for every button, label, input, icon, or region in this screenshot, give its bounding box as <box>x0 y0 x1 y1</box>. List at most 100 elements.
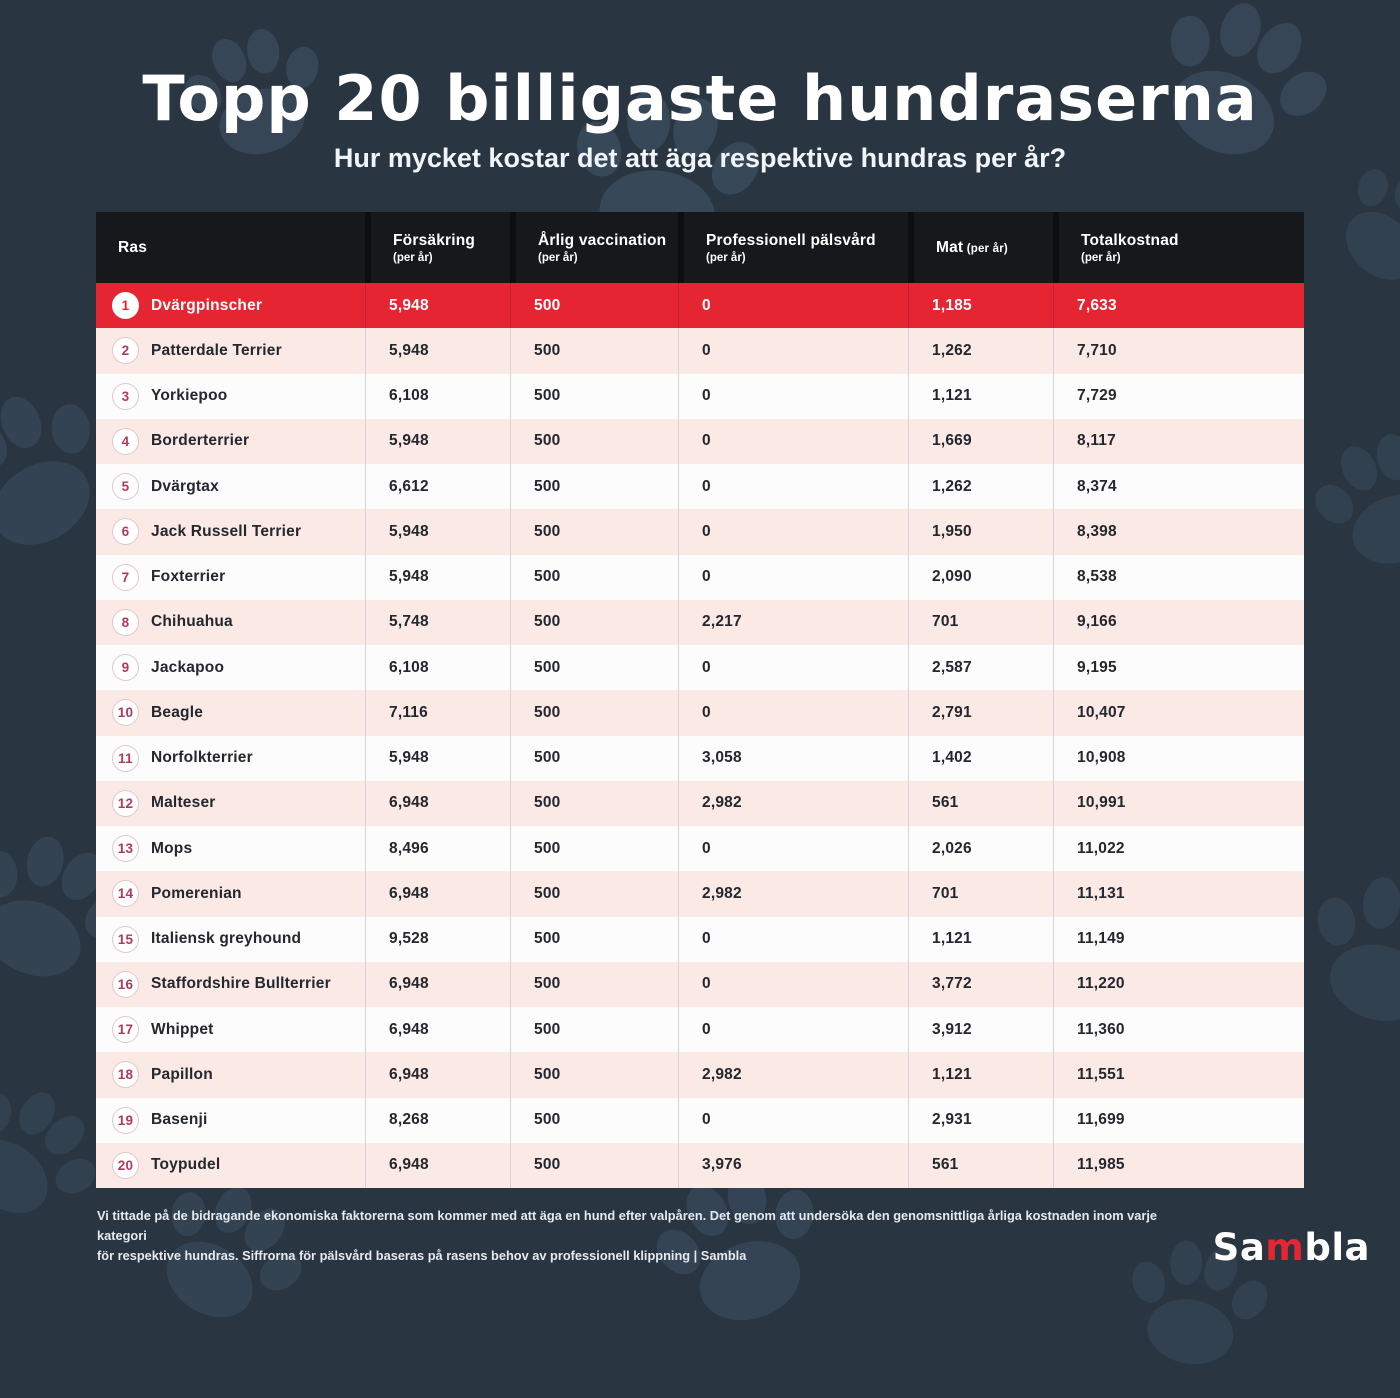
food-cell: 2,931 <box>908 1097 1053 1143</box>
breed-cell: 4 Borderterrier <box>96 419 365 464</box>
food-cell: 561 <box>908 780 1053 826</box>
insurance-cell: 8,268 <box>365 1097 510 1143</box>
breed-name: Italiensk greyhound <box>151 930 302 948</box>
table-row: 11 Norfolkterrier 5,948 500 3,058 1,402 10,908 <box>96 735 1304 781</box>
grooming-cell: 0 <box>678 373 908 419</box>
breed-name: Foxterrier <box>151 568 226 586</box>
insurance-cell: 6,108 <box>365 645 510 691</box>
insurance-cell: 5,948 <box>365 554 510 600</box>
grooming-cell: 0 <box>678 961 908 1007</box>
table-row: 10 Beagle 7,116 500 0 2,791 10,407 <box>96 690 1304 736</box>
breed-cell: 9 Jackapoo <box>96 645 365 690</box>
logo-accent: m <box>1265 1226 1305 1269</box>
breed-cell: 16 Staffordshire Bullterrier <box>96 962 365 1007</box>
cost-table: Ras Försäkring (per år) Årlig vaccination … <box>96 212 1304 1188</box>
insurance-cell: 6,948 <box>365 780 510 826</box>
total-cell: 7,633 <box>1053 283 1304 329</box>
table-row: 20 Toypudel 6,948 500 3,976 561 11,985 <box>96 1142 1304 1188</box>
page-subtitle: Hur mycket kostar det att äga respektive… <box>333 143 1067 173</box>
breed-name: Staffordshire Bullterrier <box>151 975 331 993</box>
insurance-cell: 6,948 <box>365 961 510 1007</box>
breed-name: Beagle <box>151 703 204 721</box>
grooming-cell: 2,982 <box>678 871 908 917</box>
column-header: Ras <box>96 212 365 283</box>
rank-badge: 7 <box>112 563 139 591</box>
grooming-cell: 0 <box>678 464 908 510</box>
breed-name: Jackapoo <box>151 658 225 676</box>
breed-cell: 12 Malteser <box>96 781 365 826</box>
grooming-cell: 0 <box>678 645 908 691</box>
vaccination-cell: 500 <box>510 961 678 1007</box>
grooming-cell: 0 <box>678 418 908 464</box>
vaccination-cell: 500 <box>510 418 678 464</box>
column-header-label: Totalkostnad <box>1081 231 1179 249</box>
rank-badge: 10 <box>112 699 139 727</box>
insurance-cell: 9,528 <box>365 916 510 962</box>
breed-cell: 13 Mops <box>96 826 365 871</box>
rank-badge: 2 <box>112 337 139 365</box>
breed-name: Pomerenian <box>151 884 242 902</box>
grooming-cell: 0 <box>678 328 908 374</box>
rank-badge: 4 <box>112 427 139 455</box>
vaccination-cell: 500 <box>510 554 678 600</box>
column-header: Professionell pälsvård (per år) <box>678 212 908 283</box>
vaccination-cell: 500 <box>510 464 678 510</box>
breed-cell: 11 Norfolkterrier <box>96 736 365 781</box>
insurance-cell: 5,948 <box>365 418 510 464</box>
total-cell: 10,407 <box>1053 690 1304 736</box>
table-row: 4 Borderterrier 5,948 500 0 1,669 8,117 <box>96 418 1304 464</box>
table-row: 13 Mops 8,496 500 0 2,026 11,022 <box>96 826 1304 872</box>
breed-name: Basenji <box>151 1111 208 1129</box>
total-cell: 8,398 <box>1053 509 1304 555</box>
column-header: Mat (per år) <box>908 212 1053 283</box>
vaccination-cell: 500 <box>510 1052 678 1098</box>
insurance-cell: 5,948 <box>365 509 510 555</box>
insurance-cell: 6,948 <box>365 871 510 917</box>
vaccination-cell: 500 <box>510 328 678 374</box>
column-header-unit: (per år) <box>706 251 746 264</box>
grooming-cell: 2,982 <box>678 780 908 826</box>
total-cell: 8,538 <box>1053 554 1304 600</box>
vaccination-cell: 500 <box>510 1142 678 1188</box>
vaccination-cell: 500 <box>510 871 678 917</box>
vaccination-cell: 500 <box>510 509 678 555</box>
breed-cell: 8 Chihuahua <box>96 600 365 645</box>
total-cell: 11,022 <box>1053 826 1304 872</box>
food-cell: 1,402 <box>908 735 1053 781</box>
rank-badge: 11 <box>112 744 139 772</box>
food-cell: 1,669 <box>908 418 1053 464</box>
breed-cell: 3 Yorkiepoo <box>96 374 365 419</box>
table-row: 17 Whippet 6,948 500 0 3,912 11,360 <box>96 1007 1304 1053</box>
table-row: 2 Patterdale Terrier 5,948 500 0 1,262 7,710 <box>96 328 1304 374</box>
vaccination-cell: 500 <box>510 826 678 872</box>
rank-badge: 19 <box>112 1106 139 1134</box>
rank-badge: 20 <box>112 1151 139 1179</box>
table-row: 12 Malteser 6,948 500 2,982 561 10,991 <box>96 780 1304 826</box>
sambla-logo: Sambla <box>1213 1226 1370 1269</box>
total-cell: 11,149 <box>1053 916 1304 962</box>
grooming-cell: 0 <box>678 509 908 555</box>
table-row: 16 Staffordshire Bullterrier 6,948 500 0 3,77… <box>96 961 1304 1007</box>
total-cell: 11,699 <box>1053 1097 1304 1143</box>
breed-name: Dvärgtax <box>151 477 219 495</box>
grooming-cell: 0 <box>678 916 908 962</box>
insurance-cell: 7,116 <box>365 690 510 736</box>
breed-cell: 7 Foxterrier <box>96 555 365 600</box>
breed-cell: 2 Patterdale Terrier <box>96 328 365 373</box>
breed-cell: 15 Italiensk greyhound <box>96 917 365 962</box>
vaccination-cell: 500 <box>510 373 678 419</box>
grooming-cell: 0 <box>678 283 908 329</box>
table-row: 18 Papillon 6,948 500 2,982 1,121 11,551 <box>96 1052 1304 1098</box>
rank-badge: 12 <box>112 789 139 817</box>
vaccination-cell: 500 <box>510 690 678 736</box>
food-cell: 1,121 <box>908 1052 1053 1098</box>
grooming-cell: 0 <box>678 826 908 872</box>
insurance-cell: 5,948 <box>365 328 510 374</box>
breed-cell: 19 Basenji <box>96 1098 365 1143</box>
rank-badge: 5 <box>112 473 139 501</box>
food-cell: 1,121 <box>908 916 1053 962</box>
insurance-cell: 6,948 <box>365 1142 510 1188</box>
column-header-label: Mat (per år) <box>936 238 1008 256</box>
total-cell: 9,195 <box>1053 645 1304 691</box>
breed-cell: 1 Dvärgpinscher <box>96 283 365 328</box>
